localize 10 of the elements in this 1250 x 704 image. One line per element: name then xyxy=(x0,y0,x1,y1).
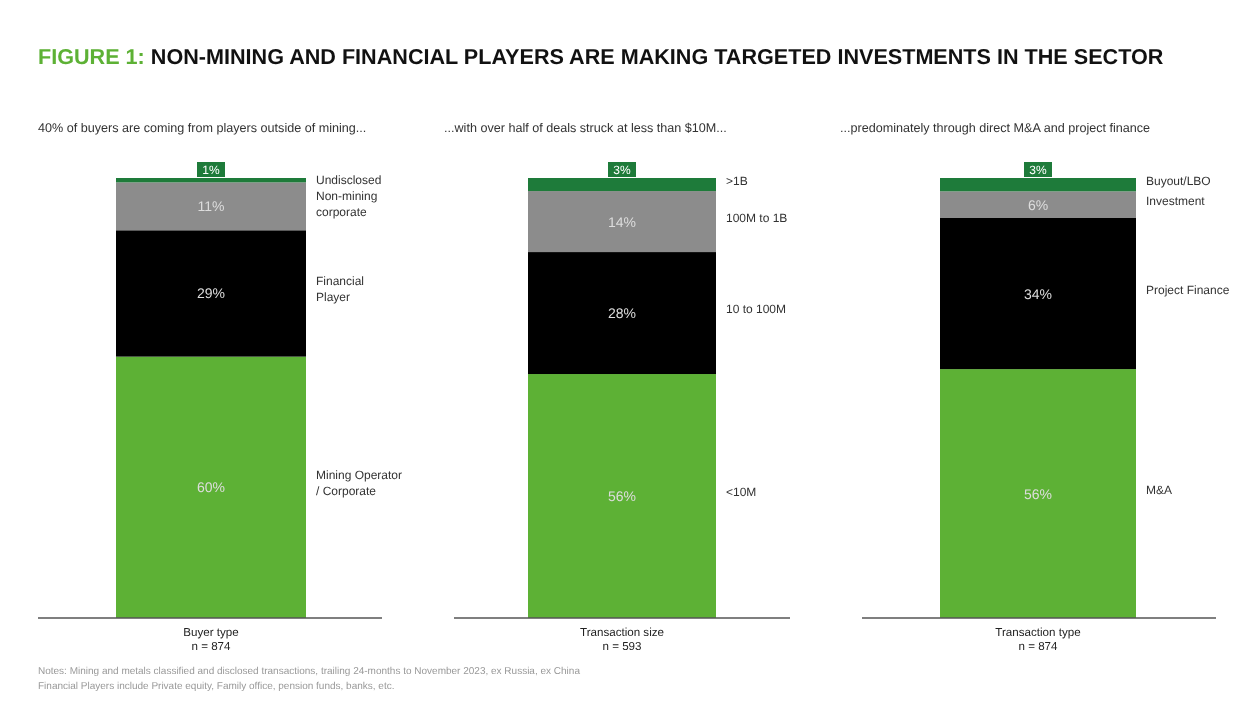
bar xyxy=(116,230,306,357)
bar xyxy=(528,374,716,618)
bar xyxy=(116,182,306,231)
bar xyxy=(940,369,1136,618)
bar xyxy=(940,218,1136,370)
bar xyxy=(528,252,716,375)
bar xyxy=(940,191,1136,218)
bar xyxy=(528,191,716,253)
bar xyxy=(116,356,306,618)
text: FIGURE 1: NON-MINING AND FINANCIAL PLAYERS ARE MAKING TARGETED INVESTMENTS IN THE SECTOR xyxy=(38,46,1164,70)
